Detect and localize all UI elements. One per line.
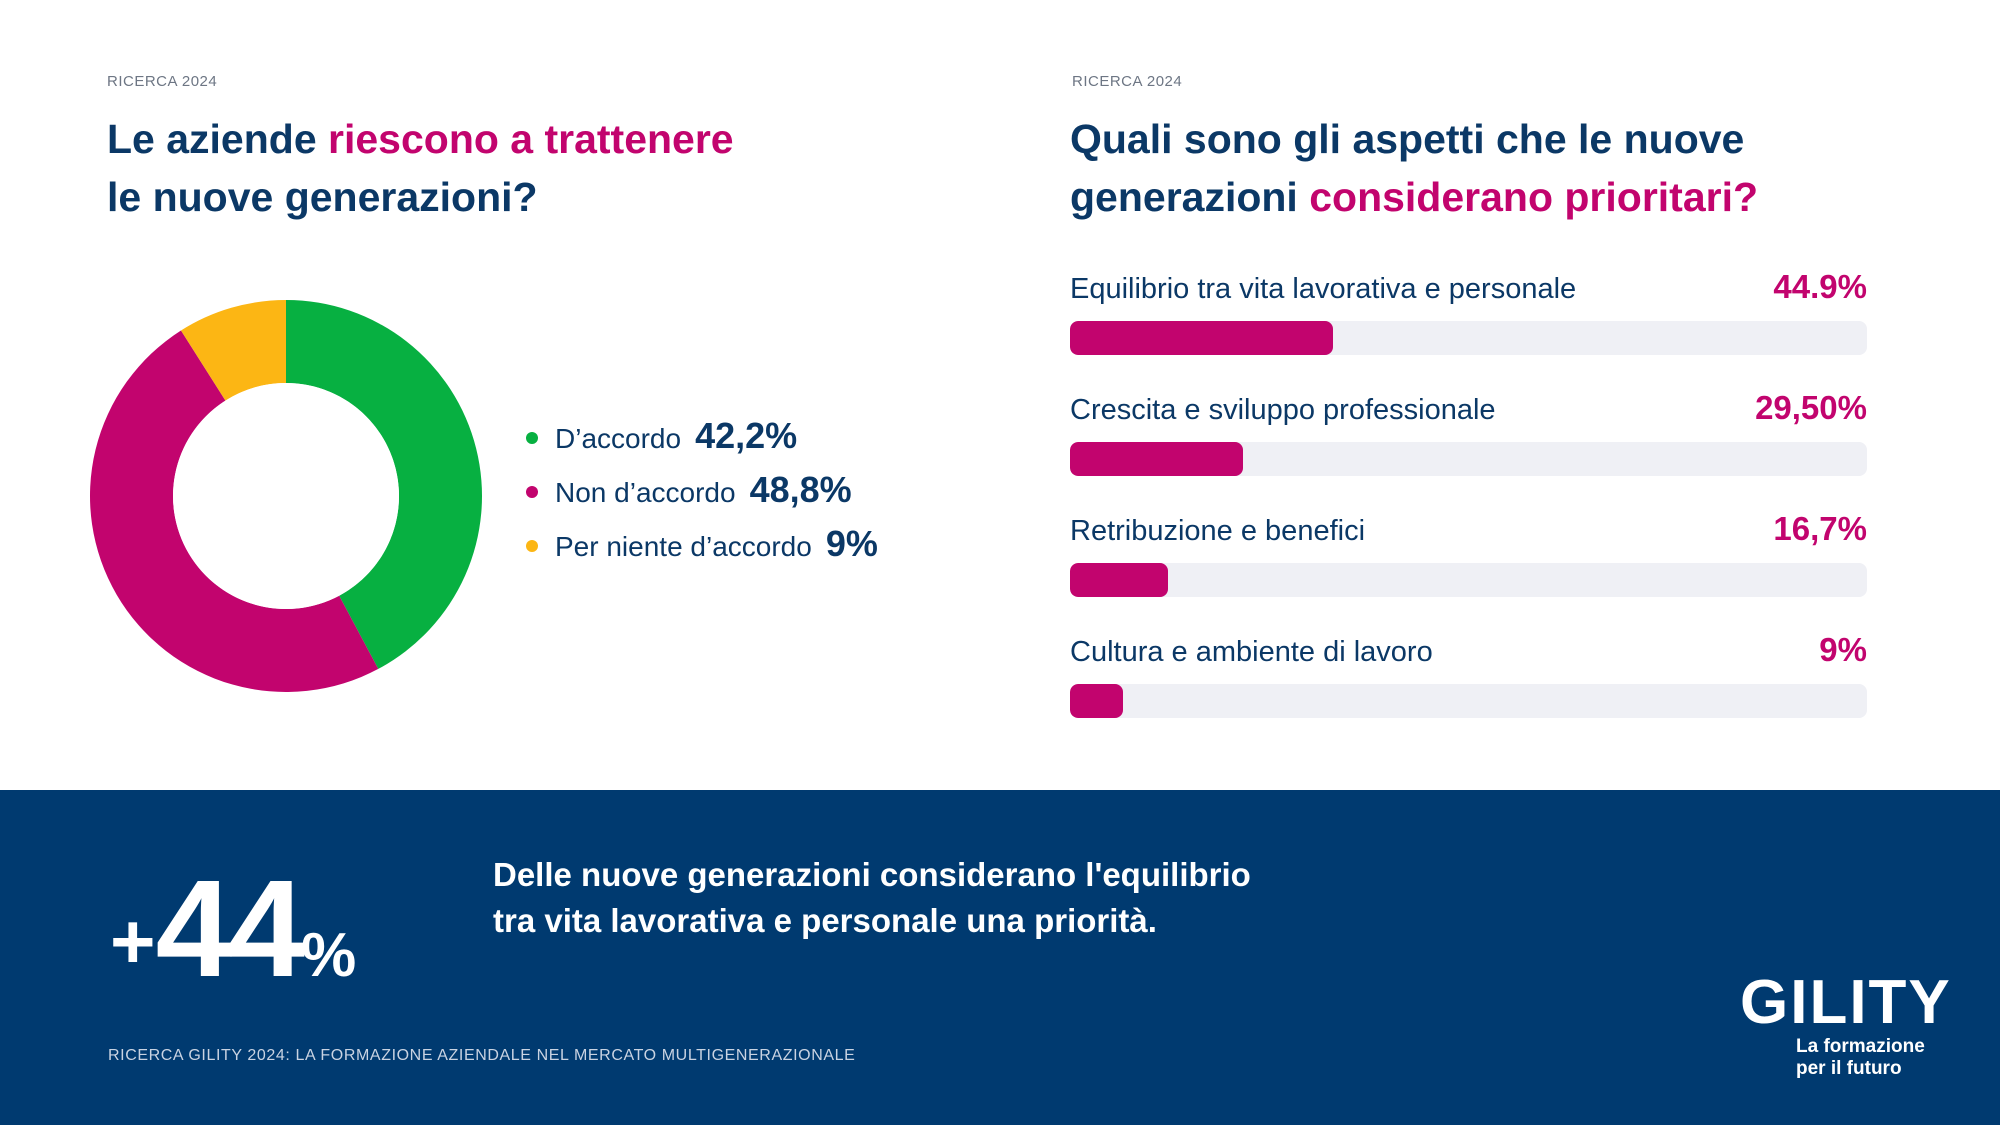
logo-tagline-line-1: La formazione — [1796, 1036, 1925, 1057]
right-title: Quali sono gli aspetti che le nuove gene… — [1070, 110, 1930, 226]
bar-value-label: 29,50% — [1755, 389, 1867, 426]
bar-item: Cultura e ambiente di lavoro 9% — [1070, 631, 1867, 752]
left-title-highlight: riescono a trattenere — [328, 116, 734, 162]
bar-label: Retribuzione e benefici — [1070, 515, 1366, 547]
logo-tagline: La formazione per il futuro — [1796, 1036, 1940, 1080]
legend-value: 48,8% — [749, 469, 852, 510]
legend-value: 42,2% — [695, 415, 798, 456]
bar-value-label: 16,7% — [1773, 510, 1867, 547]
legend-item: D’accordo 42,2% — [526, 415, 878, 469]
bar-track — [1070, 563, 1867, 597]
big-stat: +44% — [110, 860, 356, 998]
legend-label: Per niente d’accordo — [555, 531, 812, 562]
left-title: Le aziende riescono a trattenere le nuov… — [107, 110, 907, 226]
donut-slice-2 — [90, 330, 379, 692]
bar-item: Retribuzione e benefici 16,7% — [1070, 510, 1867, 631]
legend-label: Non d’accordo — [555, 477, 736, 508]
big-stat-number: 44 — [155, 852, 305, 1006]
right-title-highlight: considerano prioritari? — [1309, 174, 1759, 220]
big-stat-plus: + — [110, 897, 156, 986]
bar-label: Crescita e sviluppo professionale — [1070, 394, 1496, 426]
bar-track — [1070, 321, 1867, 355]
bar-chart: Equilibrio tra vita lavorativa e persona… — [1070, 268, 1867, 752]
bar-value-label: 44.9% — [1773, 268, 1867, 305]
bar-item: Equilibrio tra vita lavorativa e persona… — [1070, 268, 1867, 389]
legend-dot-icon — [526, 486, 538, 498]
legend-dot-icon — [526, 540, 538, 552]
big-stat-percent: % — [301, 921, 357, 990]
logo-mark: GILITY — [1740, 968, 1952, 1037]
donut-hole — [173, 383, 399, 609]
bar-fill — [1070, 563, 1168, 597]
callout-text: Delle nuove generazioni considerano l'eq… — [493, 852, 1393, 944]
callout-line-1: Delle nuove generazioni considerano l'eq… — [493, 856, 1251, 893]
left-title-part2: le nuove generazioni? — [107, 174, 538, 220]
bar-item: Crescita e sviluppo professionale 29,50% — [1070, 389, 1867, 510]
bar-value-label: 9% — [1819, 631, 1867, 668]
left-eyebrow: RICERCA 2024 — [107, 73, 218, 90]
bar-track — [1070, 442, 1867, 476]
legend-item: Non d’accordo 48,8% — [526, 469, 878, 523]
bar-fill — [1070, 684, 1123, 718]
donut-slice-1 — [286, 300, 482, 669]
bar-fill — [1070, 442, 1243, 476]
bar-label: Cultura e ambiente di lavoro — [1070, 636, 1433, 668]
bar-fill — [1070, 321, 1334, 355]
donut-chart — [90, 300, 482, 692]
legend-dot-icon — [526, 432, 538, 444]
left-title-part1: Le aziende — [107, 116, 329, 162]
bar-track — [1070, 684, 1867, 718]
callout-line-2: tra vita lavorativa e personale una prio… — [493, 902, 1157, 939]
bar-label: Equilibrio tra vita lavorativa e persona… — [1070, 273, 1577, 305]
legend-label: D’accordo — [555, 423, 682, 454]
legend-value: 9% — [825, 523, 878, 564]
right-title-part1: Quali sono gli aspetti che le nuove gene… — [1070, 116, 1745, 220]
donut-slice-3 — [180, 300, 286, 401]
gility-logo: GILITY La formazione per il futuro — [1740, 968, 1952, 1080]
logo-tagline-line-2: per il futuro — [1796, 1058, 1902, 1079]
donut-legend: D’accordo 42,2% Non d’accordo 48,8% Per nien… — [526, 415, 878, 577]
source-note: RICERCA GILITY 2024: LA FORMAZIONE AZIEN… — [108, 1047, 856, 1064]
legend-item: Per niente d’accordo 9% — [526, 523, 878, 577]
footer-panel — [0, 790, 2000, 1125]
right-eyebrow: RICERCA 2024 — [1072, 73, 1183, 90]
